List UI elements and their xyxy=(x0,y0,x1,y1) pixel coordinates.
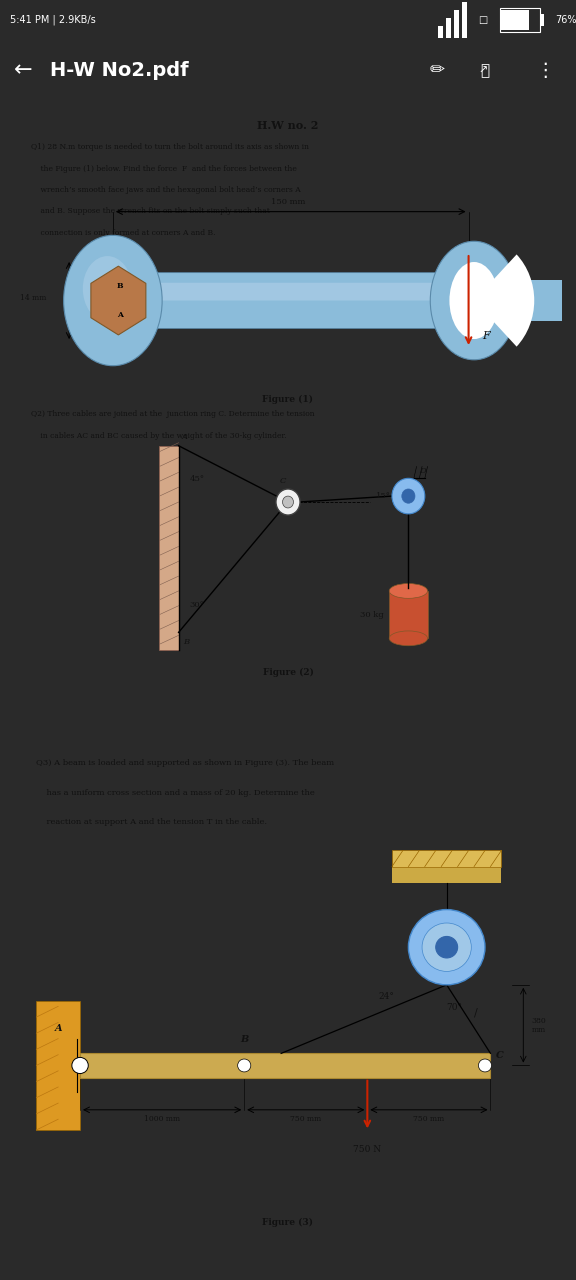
Text: 750 N: 750 N xyxy=(353,1144,381,1153)
Ellipse shape xyxy=(430,241,518,360)
Circle shape xyxy=(282,497,293,508)
Text: 24°: 24° xyxy=(378,992,394,1001)
Text: H-W No2.pdf: H-W No2.pdf xyxy=(50,61,188,79)
Text: D: D xyxy=(419,467,426,475)
Text: Q1) 28 N.m torque is needed to turn the bolt around its axis as shown in: Q1) 28 N.m torque is needed to turn the … xyxy=(31,143,309,151)
Text: Figure (2): Figure (2) xyxy=(263,668,313,677)
Bar xyxy=(160,445,179,650)
Text: 5:41 PM | 2.9KB/s: 5:41 PM | 2.9KB/s xyxy=(10,14,96,26)
Text: 30 kg: 30 kg xyxy=(360,611,384,618)
Ellipse shape xyxy=(389,631,427,645)
Bar xyxy=(438,26,442,37)
Text: reaction at support A and the tension T in the cable.: reaction at support A and the tension T … xyxy=(36,818,267,826)
Text: 14 mm: 14 mm xyxy=(20,293,46,302)
Text: 76%: 76% xyxy=(555,15,576,24)
Wedge shape xyxy=(474,255,535,347)
Circle shape xyxy=(276,489,300,515)
Text: 750 mm: 750 mm xyxy=(413,1115,445,1124)
Polygon shape xyxy=(91,266,146,335)
Circle shape xyxy=(408,910,485,984)
Text: in cables AC and BC caused by the weight of the 30-kg cylinder.: in cables AC and BC caused by the weight… xyxy=(31,431,286,439)
Text: Figure (3): Figure (3) xyxy=(263,1217,313,1226)
Bar xyxy=(461,3,467,37)
Ellipse shape xyxy=(64,236,162,366)
Bar xyxy=(453,10,458,37)
Text: 750 mm: 750 mm xyxy=(290,1115,321,1124)
Circle shape xyxy=(479,1059,491,1071)
Ellipse shape xyxy=(389,584,427,598)
Text: 150 mm: 150 mm xyxy=(271,197,305,206)
Text: A: A xyxy=(181,433,187,442)
Text: A: A xyxy=(117,311,123,319)
Bar xyxy=(500,8,540,32)
FancyBboxPatch shape xyxy=(145,273,458,329)
Circle shape xyxy=(238,1059,251,1071)
Text: C: C xyxy=(279,477,286,485)
Text: 15°: 15° xyxy=(376,493,391,500)
Text: and B. Suppose the wrench fits on the bolt simply such that: and B. Suppose the wrench fits on the bo… xyxy=(31,207,270,215)
Bar xyxy=(540,14,544,26)
Text: B: B xyxy=(183,639,189,646)
Text: F: F xyxy=(482,332,490,340)
Bar xyxy=(501,10,529,29)
Text: A: A xyxy=(54,1024,62,1033)
Bar xyxy=(469,280,576,321)
Text: the Figure (1) below. Find the force  F  and the forces between the: the Figure (1) below. Find the force F a… xyxy=(31,165,297,173)
Text: □: □ xyxy=(478,15,487,24)
Bar xyxy=(445,18,450,37)
Text: Figure (1): Figure (1) xyxy=(263,396,313,404)
Text: 1000 mm: 1000 mm xyxy=(144,1115,180,1124)
Text: H.W no. 2: H.W no. 2 xyxy=(257,120,319,131)
FancyBboxPatch shape xyxy=(149,283,455,301)
Text: ⬜: ⬜ xyxy=(480,63,489,78)
Text: has a uniform cross section and a mass of 20 kg. Determine the: has a uniform cross section and a mass o… xyxy=(36,788,315,796)
Circle shape xyxy=(422,923,471,972)
Bar xyxy=(389,591,427,639)
Text: /: / xyxy=(474,1007,478,1018)
Text: 70°: 70° xyxy=(447,1002,463,1011)
Ellipse shape xyxy=(83,256,132,321)
Text: Q2) Three cables are joined at the  junction ring C. Determine the tension: Q2) Three cables are joined at the junct… xyxy=(31,410,314,419)
Text: B: B xyxy=(117,282,123,289)
Text: wrench’s smooth face jaws and the hexagonal bolt head’s corners A: wrench’s smooth face jaws and the hexago… xyxy=(31,186,301,195)
Circle shape xyxy=(402,489,415,503)
Text: ←: ← xyxy=(14,60,33,81)
Bar xyxy=(36,1001,80,1130)
Ellipse shape xyxy=(449,262,499,339)
Text: 30°: 30° xyxy=(190,600,204,609)
Text: 380
mm: 380 mm xyxy=(532,1016,546,1034)
Text: 45°: 45° xyxy=(190,475,204,484)
Text: ⋮: ⋮ xyxy=(535,61,555,79)
Text: ↗: ↗ xyxy=(478,65,487,76)
Circle shape xyxy=(72,1057,88,1074)
Bar xyxy=(392,850,501,867)
Bar xyxy=(392,867,501,883)
Circle shape xyxy=(435,937,457,957)
Text: B: B xyxy=(240,1036,248,1044)
Text: connection is only formed at corners A and B.: connection is only formed at corners A a… xyxy=(31,229,215,237)
Circle shape xyxy=(392,479,425,513)
Text: ✏: ✏ xyxy=(430,61,445,79)
Text: C: C xyxy=(496,1051,503,1060)
Text: Q3) A beam is loaded and supported as shown in Figure (3). The beam: Q3) A beam is loaded and supported as sh… xyxy=(36,759,335,767)
Bar xyxy=(80,1053,491,1078)
